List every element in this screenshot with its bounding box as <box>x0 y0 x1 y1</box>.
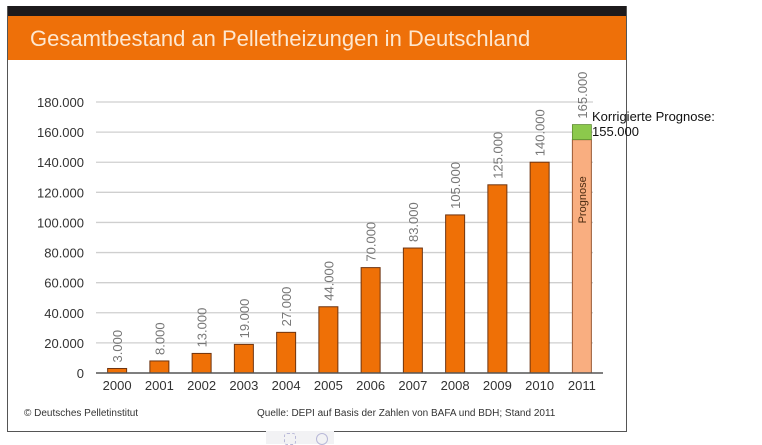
data-label: 140.000 <box>533 109 548 156</box>
x-tick-label: 2004 <box>272 378 301 393</box>
x-tick-label: 2010 <box>525 378 554 393</box>
data-label: 70.000 <box>364 222 379 262</box>
y-tick-label: 180.000 <box>37 95 84 110</box>
bar <box>445 214 466 374</box>
y-tick-label: 40.000 <box>44 306 84 321</box>
y-tick-label: 20.000 <box>44 336 84 351</box>
circle-icon[interactable] <box>316 433 328 445</box>
x-tick-label: 2009 <box>483 378 512 393</box>
x-tick-label: 2002 <box>187 378 216 393</box>
data-labels: 3.000 8.000 13.000 19.000 27.000 44.000 70.000… <box>110 72 590 363</box>
x-tick-label: 2011 <box>568 378 596 393</box>
x-tick-label: 2008 <box>441 378 470 393</box>
y-tick-label: 100.000 <box>37 215 84 230</box>
y-tick-label: 0 <box>77 366 84 381</box>
top-bar <box>8 6 626 16</box>
bar <box>191 352 212 374</box>
bar <box>529 161 550 374</box>
y-tick-label: 60.000 <box>44 276 84 291</box>
gridlines <box>96 101 593 344</box>
annotation-line-2: 155.000 <box>592 124 639 139</box>
data-label: 8.000 <box>152 322 167 355</box>
bar <box>276 331 297 374</box>
overlay-toolbar <box>266 431 334 445</box>
y-axis-ticks: 0 20.000 40.000 60.000 80.000 100.000 120.000 1… <box>37 95 84 381</box>
bar <box>318 306 339 374</box>
data-label: 3.000 <box>110 330 125 363</box>
data-label: 27.000 <box>279 287 294 327</box>
bar-forecast <box>571 139 592 374</box>
annotation-line-1: Korrigierte Prognose: <box>592 109 715 124</box>
x-axis-ticks: 2000 2001 2002 2003 2004 2005 2006 2007 2008 2009… <box>103 378 596 393</box>
x-tick-label: 2001 <box>145 378 174 393</box>
bar-forecast-difference <box>571 124 592 141</box>
x-tick-label: 2000 <box>103 378 132 393</box>
data-label: 105.000 <box>448 162 463 209</box>
x-tick-label: 2007 <box>398 378 427 393</box>
data-label: 44.000 <box>321 261 336 301</box>
bar <box>487 184 508 374</box>
title-bar: Gesamtbestand an Pelletheizungen in Deut… <box>8 16 626 60</box>
x-tick-label: 2005 <box>314 378 343 393</box>
copyright-text: © Deutsches Pelletinstitut <box>24 408 139 419</box>
corrected-forecast-annotation: Korrigierte Prognose: 155.000 <box>592 109 715 139</box>
chart-title: Gesamtbestand an Pelletheizungen in Deut… <box>30 26 531 51</box>
y-tick-label: 160.000 <box>37 125 84 140</box>
bar <box>402 247 423 374</box>
data-label: 19.000 <box>237 299 252 339</box>
y-tick-label: 140.000 <box>37 155 84 170</box>
bar <box>360 267 381 374</box>
data-label: 83.000 <box>406 202 421 242</box>
forecast-label: Prognose <box>577 176 589 223</box>
bar <box>149 360 170 374</box>
data-label: 125.000 <box>490 132 505 179</box>
y-tick-label: 80.000 <box>44 246 84 261</box>
bar <box>233 343 254 374</box>
chart-frame: Gesamtbestand an Pelletheizungen in Deut… <box>7 6 627 432</box>
source-text: Quelle: DEPI auf Basis der Zahlen von BA… <box>257 408 556 419</box>
x-tick-label: 2003 <box>229 378 258 393</box>
data-label: 165.000 <box>575 72 590 119</box>
y-tick-label: 120.000 <box>37 185 84 200</box>
x-tick-label: 2006 <box>356 378 385 393</box>
gear-icon[interactable] <box>284 433 296 445</box>
data-label: 13.000 <box>195 308 210 348</box>
